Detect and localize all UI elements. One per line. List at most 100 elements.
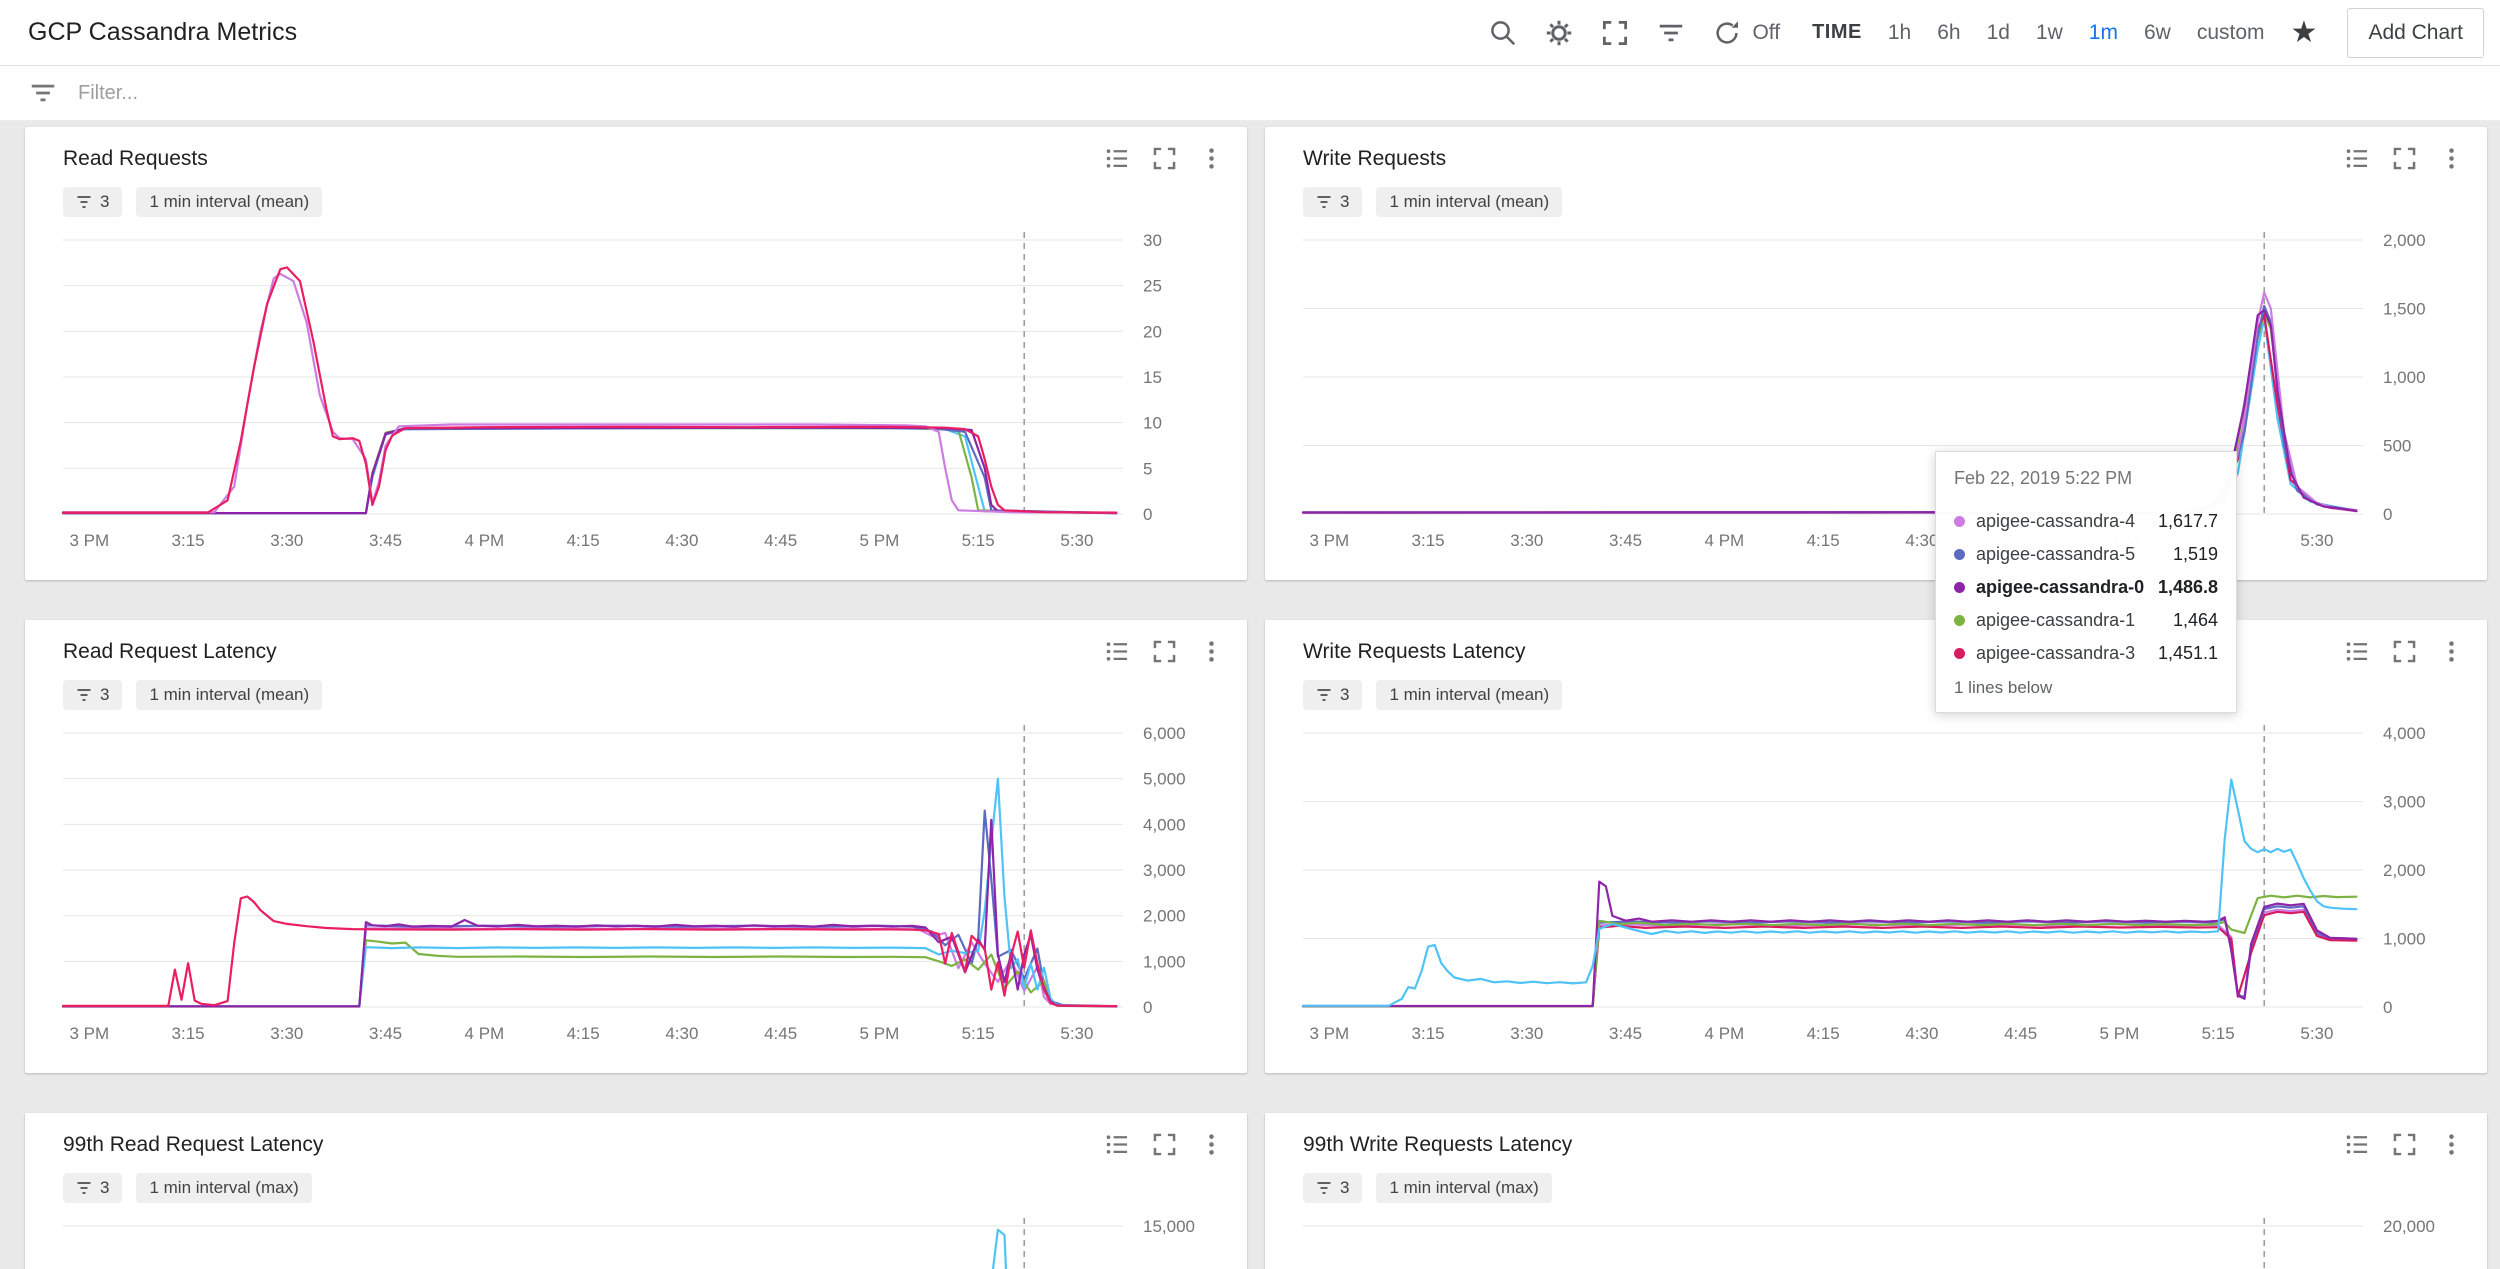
- chart-plot[interactable]: 0 1,000 2,000 3,000 4,000 5,000 6,000 3 PM 3:15 3…: [61, 724, 1209, 1055]
- svg-text:5,000: 5,000: [1143, 770, 1186, 789]
- svg-text:3,000: 3,000: [1143, 861, 1186, 880]
- interval-chip[interactable]: 1 min interval (mean): [1376, 187, 1563, 217]
- expand-chart-icon[interactable]: [1151, 638, 1178, 665]
- svg-text:3:45: 3:45: [369, 1024, 402, 1043]
- series-color-dot: [1954, 648, 1965, 659]
- favorite-star-icon[interactable]: ★: [2290, 15, 2318, 49]
- interval-chip[interactable]: 1 min interval (mean): [136, 187, 323, 217]
- svg-text:3:45: 3:45: [1609, 1024, 1642, 1043]
- chart-title: 99th Write Requests Latency: [1303, 1133, 1573, 1156]
- interval-chip[interactable]: 1 min interval (max): [1376, 1173, 1552, 1203]
- svg-text:15: 15: [1143, 368, 1162, 387]
- tooltip-row: apigee-cassandra-5 1,519: [1954, 538, 2218, 571]
- chart-tooltip: Feb 22, 2019 5:22 PM apigee-cassandra-4 …: [1935, 451, 2237, 713]
- filter-list-icon[interactable]: [1656, 18, 1686, 48]
- legend-icon[interactable]: [1104, 1131, 1131, 1158]
- tooltip-footer: 1 lines below: [1954, 678, 2053, 697]
- legend-icon[interactable]: [1104, 638, 1131, 665]
- filter-count-chip[interactable]: 3: [1303, 1173, 1363, 1203]
- interval-chip[interactable]: 1 min interval (max): [136, 1173, 312, 1203]
- more-menu-icon[interactable]: [2438, 145, 2465, 172]
- interval-chip[interactable]: 1 min interval (mean): [136, 680, 323, 710]
- filter-count: 3: [100, 685, 110, 704]
- svg-text:3 PM: 3 PM: [1309, 1024, 1349, 1043]
- series-name: apigee-cassandra-1: [1976, 610, 2136, 630]
- filter-count-chip[interactable]: 3: [63, 1173, 123, 1203]
- svg-text:4 PM: 4 PM: [1705, 1024, 1745, 1043]
- svg-text:5:15: 5:15: [962, 531, 995, 550]
- legend-icon[interactable]: [2344, 638, 2371, 665]
- svg-text:5 PM: 5 PM: [860, 1024, 900, 1043]
- legend-icon[interactable]: [2344, 145, 2371, 172]
- svg-text:3:45: 3:45: [1609, 531, 1642, 550]
- tooltip-row-highlighted: apigee-cassandra-0 1,486.8: [1954, 571, 2218, 604]
- more-menu-icon[interactable]: [1198, 638, 1225, 665]
- series-color-dot: [1954, 549, 1965, 560]
- refresh-status-label[interactable]: Off: [1752, 20, 1781, 44]
- time-range-1w[interactable]: 1w: [2035, 20, 2063, 44]
- svg-text:3,000: 3,000: [2383, 793, 2426, 812]
- svg-text:3 PM: 3 PM: [69, 531, 109, 550]
- series-value: 1,486.8: [2157, 577, 2218, 597]
- more-menu-icon[interactable]: [2438, 1131, 2465, 1158]
- search-icon[interactable]: [1488, 18, 1518, 48]
- svg-text:4:30: 4:30: [1905, 1024, 1938, 1043]
- svg-text:6,000: 6,000: [1143, 724, 1186, 743]
- expand-chart-icon[interactable]: [1151, 145, 1178, 172]
- expand-chart-icon[interactable]: [2391, 1131, 2418, 1158]
- filter-count-chip[interactable]: 3: [63, 680, 123, 710]
- time-range-6h[interactable]: 6h: [1937, 20, 1961, 44]
- funnel-icon: [76, 194, 92, 210]
- time-range-6w[interactable]: 6w: [2143, 20, 2171, 44]
- svg-text:4:45: 4:45: [764, 531, 797, 550]
- chart-plot[interactable]: 0 5 10 15 20 25 30 3 PM 3:15 3:30 3:45 4 PM 4:15 4:30…: [61, 231, 1209, 562]
- time-range-custom[interactable]: custom: [2196, 20, 2265, 44]
- svg-text:1,000: 1,000: [2383, 930, 2426, 949]
- page-title: GCP Cassandra Metrics: [28, 18, 298, 46]
- time-label: TIME: [1812, 21, 1862, 43]
- more-menu-icon[interactable]: [1198, 145, 1225, 172]
- chart-title: Read Requests: [63, 147, 208, 170]
- filter-count-chip[interactable]: 3: [1303, 680, 1363, 710]
- expand-chart-icon[interactable]: [2391, 638, 2418, 665]
- filter-count-chip[interactable]: 3: [63, 187, 123, 217]
- top-bar: GCP Cassandra Metrics Off TIME 1h 6h 1d …: [0, 0, 2500, 66]
- svg-text:5:15: 5:15: [2202, 1024, 2235, 1043]
- chart-title: 99th Read Request Latency: [63, 1133, 324, 1156]
- filter-icon: [28, 78, 58, 108]
- chart-card-read-request-latency: Read Request Latency 3 1 min interval (m…: [25, 620, 1247, 1073]
- refresh-icon[interactable]: [1712, 18, 1742, 48]
- legend-icon[interactable]: [2344, 1131, 2371, 1158]
- chart-plot[interactable]: 0 1,000 2,000 3,000 4,000 3 PM 3:15 3:30 3:45 4 P…: [1301, 724, 2449, 1055]
- svg-text:3:30: 3:30: [270, 531, 303, 550]
- time-range-1d[interactable]: 1d: [1986, 20, 2010, 44]
- svg-text:4:45: 4:45: [2004, 1024, 2037, 1043]
- series-name: apigee-cassandra-5: [1976, 544, 2136, 564]
- svg-text:3:15: 3:15: [172, 531, 205, 550]
- more-menu-icon[interactable]: [2438, 638, 2465, 665]
- add-chart-button[interactable]: Add Chart: [2347, 7, 2484, 58]
- more-menu-icon[interactable]: [1198, 1131, 1225, 1158]
- interval-chip[interactable]: 1 min interval (mean): [1376, 680, 1563, 710]
- svg-text:4 PM: 4 PM: [465, 1024, 505, 1043]
- legend-icon[interactable]: [1104, 145, 1131, 172]
- series-name: apigee-cassandra-4: [1976, 511, 2136, 531]
- svg-text:5: 5: [1143, 459, 1152, 478]
- fullscreen-icon[interactable]: [1600, 18, 1630, 48]
- svg-text:30: 30: [1143, 231, 1162, 250]
- filter-count: 3: [100, 1178, 110, 1197]
- chart-plot[interactable]: 0 500 1,000 1,500 2,000 3 PM 3:15 3:30 3:45 4 PM 4…: [1301, 231, 2449, 562]
- time-range-1h[interactable]: 1h: [1887, 20, 1912, 44]
- filter-count-chip[interactable]: 3: [1303, 187, 1363, 217]
- time-range-1m[interactable]: 1m: [2088, 20, 2118, 44]
- svg-text:4:15: 4:15: [567, 531, 600, 550]
- svg-text:15,000: 15,000: [1143, 1217, 1195, 1236]
- expand-chart-icon[interactable]: [1151, 1131, 1178, 1158]
- chart-title: Write Requests Latency: [1303, 640, 1526, 663]
- expand-chart-icon[interactable]: [2391, 145, 2418, 172]
- filter-input[interactable]: [78, 81, 2472, 105]
- gear-icon[interactable]: [1544, 18, 1574, 48]
- svg-text:2,000: 2,000: [2383, 231, 2426, 250]
